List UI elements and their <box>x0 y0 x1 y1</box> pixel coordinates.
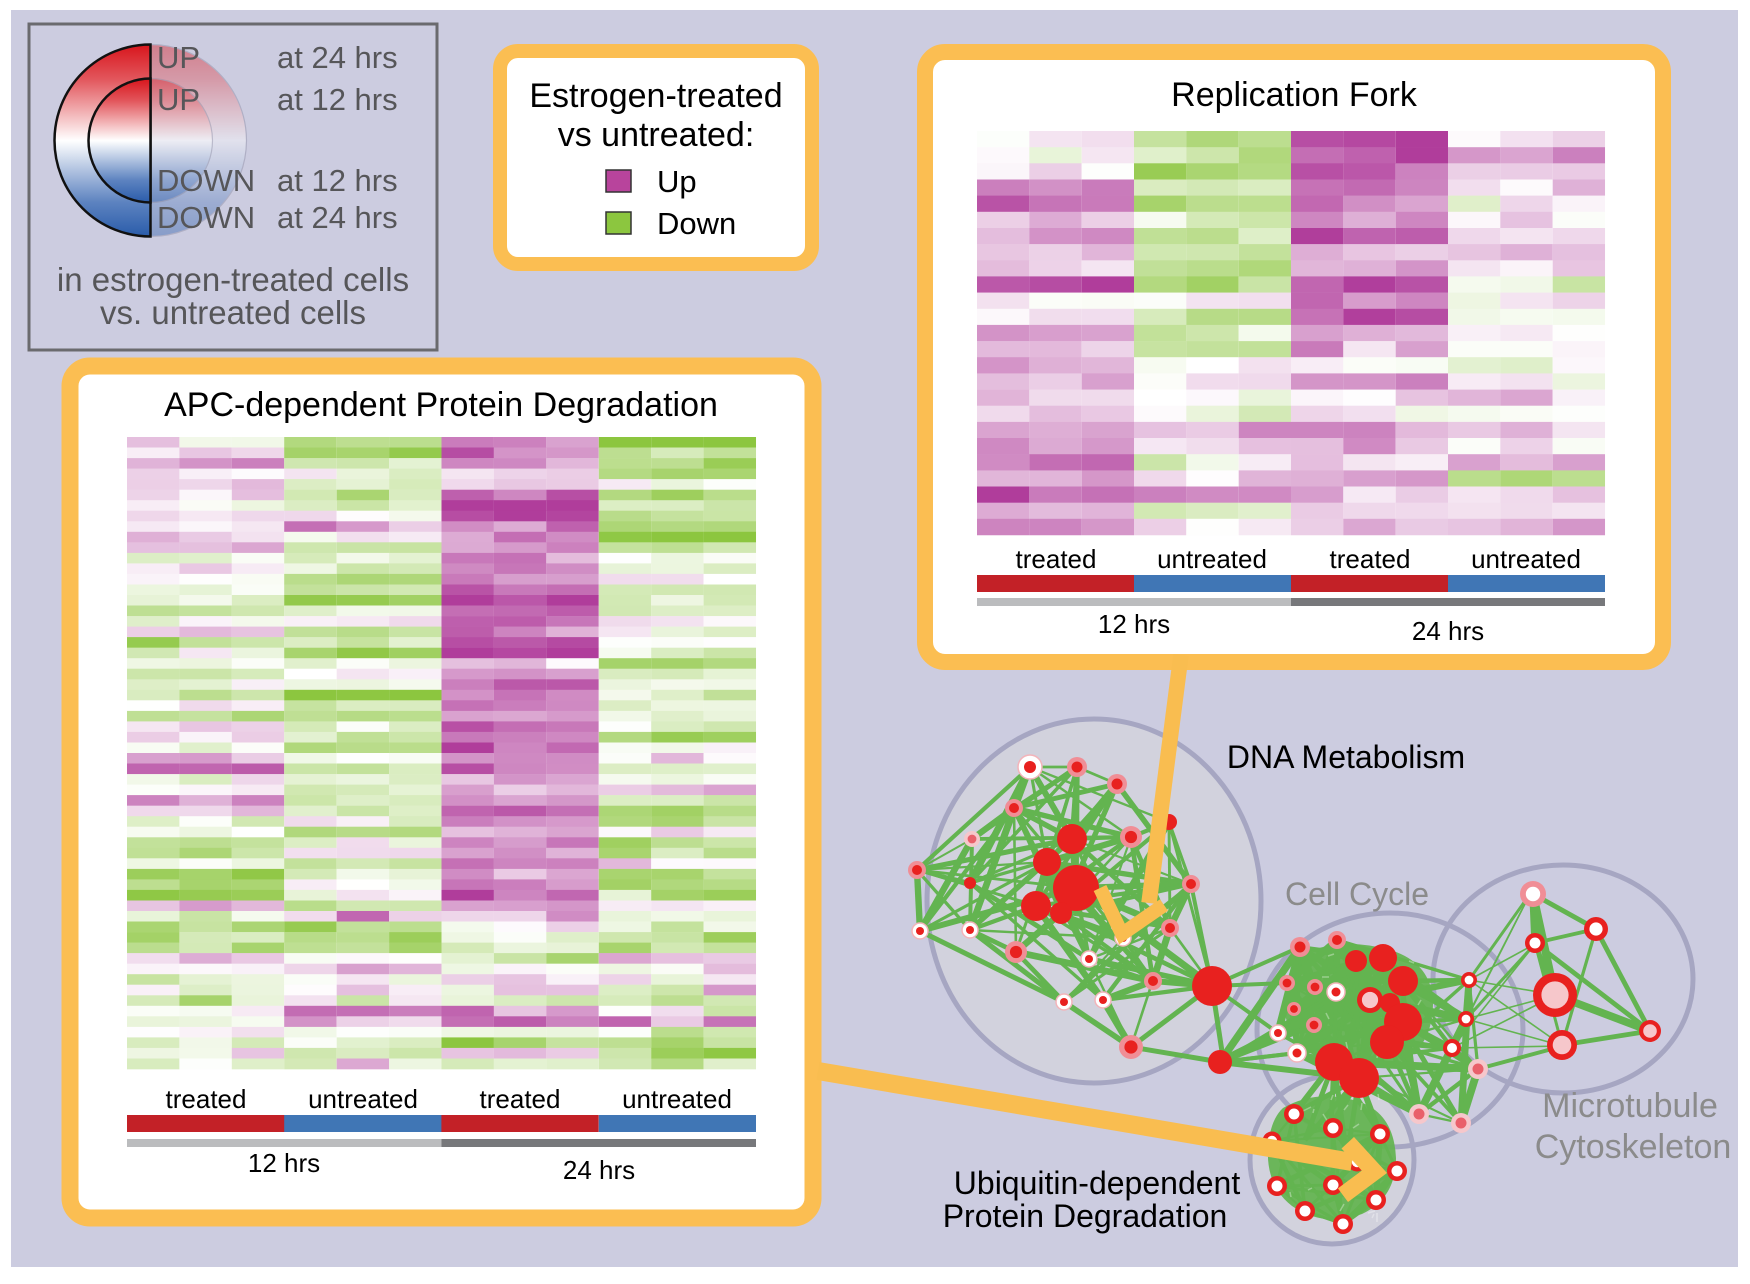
svg-text:DNA Metabolism: DNA Metabolism <box>1227 739 1465 775</box>
svg-text:untreated: untreated <box>308 1084 418 1114</box>
svg-text:in estrogen-treated cells: in estrogen-treated cells <box>57 261 409 298</box>
svg-text:Microtubule: Microtubule <box>1542 1087 1718 1125</box>
svg-text:DOWN: DOWN <box>157 163 255 198</box>
svg-text:Up: Up <box>657 164 697 199</box>
svg-text:UP: UP <box>157 82 200 117</box>
svg-text:at 12 hrs: at 12 hrs <box>277 82 398 117</box>
svg-text:24 hrs: 24 hrs <box>563 1155 635 1185</box>
svg-text:treated: treated <box>480 1084 561 1114</box>
svg-text:Ubiquitin-dependent: Ubiquitin-dependent <box>954 1165 1241 1201</box>
svg-text:Cell Cycle: Cell Cycle <box>1285 876 1429 912</box>
svg-text:at 24 hrs: at 24 hrs <box>277 200 398 235</box>
svg-text:24 hrs: 24 hrs <box>1412 616 1484 646</box>
svg-text:at 12 hrs: at 12 hrs <box>277 163 398 198</box>
svg-text:Estrogen-treated: Estrogen-treated <box>529 77 782 115</box>
svg-text:untreated: untreated <box>622 1084 732 1114</box>
svg-text:at 24 hrs: at 24 hrs <box>277 40 398 75</box>
svg-text:untreated: untreated <box>1157 544 1267 574</box>
svg-text:APC-dependent Protein Degradat: APC-dependent Protein Degradation <box>164 386 718 424</box>
svg-text:Replication Fork: Replication Fork <box>1171 76 1418 114</box>
svg-text:12 hrs: 12 hrs <box>248 1148 320 1178</box>
svg-text:treated: treated <box>1016 544 1097 574</box>
svg-text:vs untreated:: vs untreated: <box>558 116 755 154</box>
svg-text:treated: treated <box>166 1084 247 1114</box>
svg-text:Cytoskeleton: Cytoskeleton <box>1535 1128 1732 1166</box>
svg-text:Protein Degradation: Protein Degradation <box>943 1198 1228 1234</box>
svg-text:treated: treated <box>1330 544 1411 574</box>
svg-text:vs. untreated cells: vs. untreated cells <box>100 294 366 331</box>
svg-text:DOWN: DOWN <box>157 200 255 235</box>
svg-text:Down: Down <box>657 206 736 241</box>
svg-text:12 hrs: 12 hrs <box>1098 609 1170 639</box>
svg-text:UP: UP <box>157 40 200 75</box>
svg-text:untreated: untreated <box>1471 544 1581 574</box>
